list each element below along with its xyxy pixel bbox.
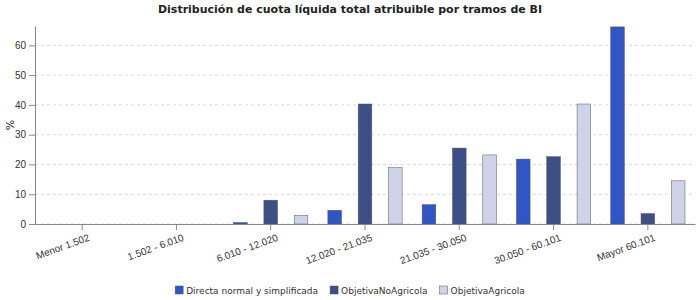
bar [170, 224, 184, 225]
bar [422, 205, 436, 224]
y-tick-label: 10 [15, 189, 27, 200]
x-tick: 12.020 - 21.035 [304, 224, 374, 266]
y-tick: 30 [15, 129, 35, 140]
legend-item: ObjetivaAgricola [440, 286, 525, 296]
bar [200, 224, 214, 225]
grid-line [35, 45, 695, 46]
x-tick-label: 30.050 - 60.101 [493, 232, 563, 266]
bar [516, 159, 530, 224]
plot: 0 10 20 30 40 50 60 Menor 1.502 1.502 - 6.010 6.0… [15, 27, 696, 267]
y-tick-mark [29, 75, 35, 76]
y-tick-mark [29, 164, 35, 165]
legend-label: ObjetivaNoAgricola [341, 286, 427, 296]
x-tick-label: Mayor 60.101 [595, 232, 657, 263]
title: Distribución de cuota líquida total atri… [158, 3, 542, 16]
bar [358, 104, 372, 224]
x-tick: 6.010 - 12.020 [215, 224, 280, 264]
y-tick-label: 50 [15, 70, 27, 81]
x-tick: 30.050 - 60.101 [493, 224, 563, 266]
legend-label: ObjetivaAgricola [451, 286, 525, 296]
y-tick-mark [29, 135, 35, 136]
x-tick-label: 1.502 - 6.010 [126, 232, 186, 263]
legend-label: Directa normal y simplificada [186, 286, 318, 296]
y-tick-label: 0 [20, 219, 26, 230]
x-tick-mark [270, 224, 271, 230]
y-tick-mark [29, 194, 35, 195]
legend-swatch [175, 286, 183, 294]
y-tick-mark [29, 105, 35, 106]
x-tick-mark [553, 224, 554, 230]
y-tick-label: 60 [15, 40, 27, 51]
bar [139, 224, 153, 225]
x-tick: 21.035 - 30.050 [398, 224, 468, 266]
x-tick-mark [365, 224, 366, 230]
y-tick: 20 [15, 159, 35, 170]
x-tick-mark [176, 224, 177, 230]
legend-swatch [330, 286, 338, 294]
bar [75, 224, 89, 225]
legend: Directa normal y simplificada ObjetivaNoA… [175, 286, 525, 296]
grid [35, 45, 695, 224]
y-tick: 40 [15, 100, 35, 111]
bar [611, 27, 625, 224]
x-tick-label: 21.035 - 30.050 [398, 232, 468, 266]
bars [234, 27, 685, 224]
x-tick: Menor 1.502 [34, 224, 91, 261]
bar [234, 223, 248, 224]
y-axis-title: % [4, 120, 17, 130]
legend-swatch [440, 286, 448, 294]
x-tick-mark [647, 224, 648, 230]
y-tick: 10 [15, 189, 35, 200]
x-tick-label: 12.020 - 21.035 [304, 232, 374, 266]
legend-item: Directa normal y simplificada [175, 286, 318, 296]
x-axis: Menor 1.502 1.502 - 6.010 6.010 - 12.020 12… [34, 224, 695, 266]
y-tick-mark [29, 45, 35, 46]
x-tick-mark [459, 224, 460, 230]
bar [452, 148, 466, 224]
x-tick-label: Menor 1.502 [34, 232, 91, 262]
bar [483, 155, 497, 224]
y-tick-mark [29, 224, 35, 225]
y-tick: 60 [15, 40, 35, 51]
y-tick: 50 [15, 70, 35, 81]
bar [577, 104, 591, 224]
bar [641, 214, 655, 224]
y-tick-label: 20 [15, 159, 27, 170]
y-axis-line [35, 27, 36, 225]
y-axis: 0 10 20 30 40 50 60 [15, 27, 36, 230]
bar [547, 157, 561, 224]
legend-item: ObjetivaNoAgricola [330, 286, 427, 296]
x-tick-mark [82, 224, 83, 230]
x-tick-label: 6.010 - 12.020 [215, 232, 280, 265]
bar [671, 181, 685, 224]
bar [388, 168, 402, 224]
bar [106, 224, 120, 225]
bar [45, 224, 59, 225]
bar [264, 200, 278, 224]
y-tick-label: 40 [15, 100, 27, 111]
bar [294, 215, 308, 224]
x-tick: Mayor 60.101 [595, 224, 657, 263]
bar [328, 210, 342, 224]
x-tick: 1.502 - 6.010 [126, 224, 186, 262]
grid-line [35, 75, 695, 76]
chart: 0 10 20 30 40 50 60 Menor 1.502 1.502 - 6.010 6.0… [0, 0, 700, 300]
y-tick: 0 [20, 219, 35, 230]
